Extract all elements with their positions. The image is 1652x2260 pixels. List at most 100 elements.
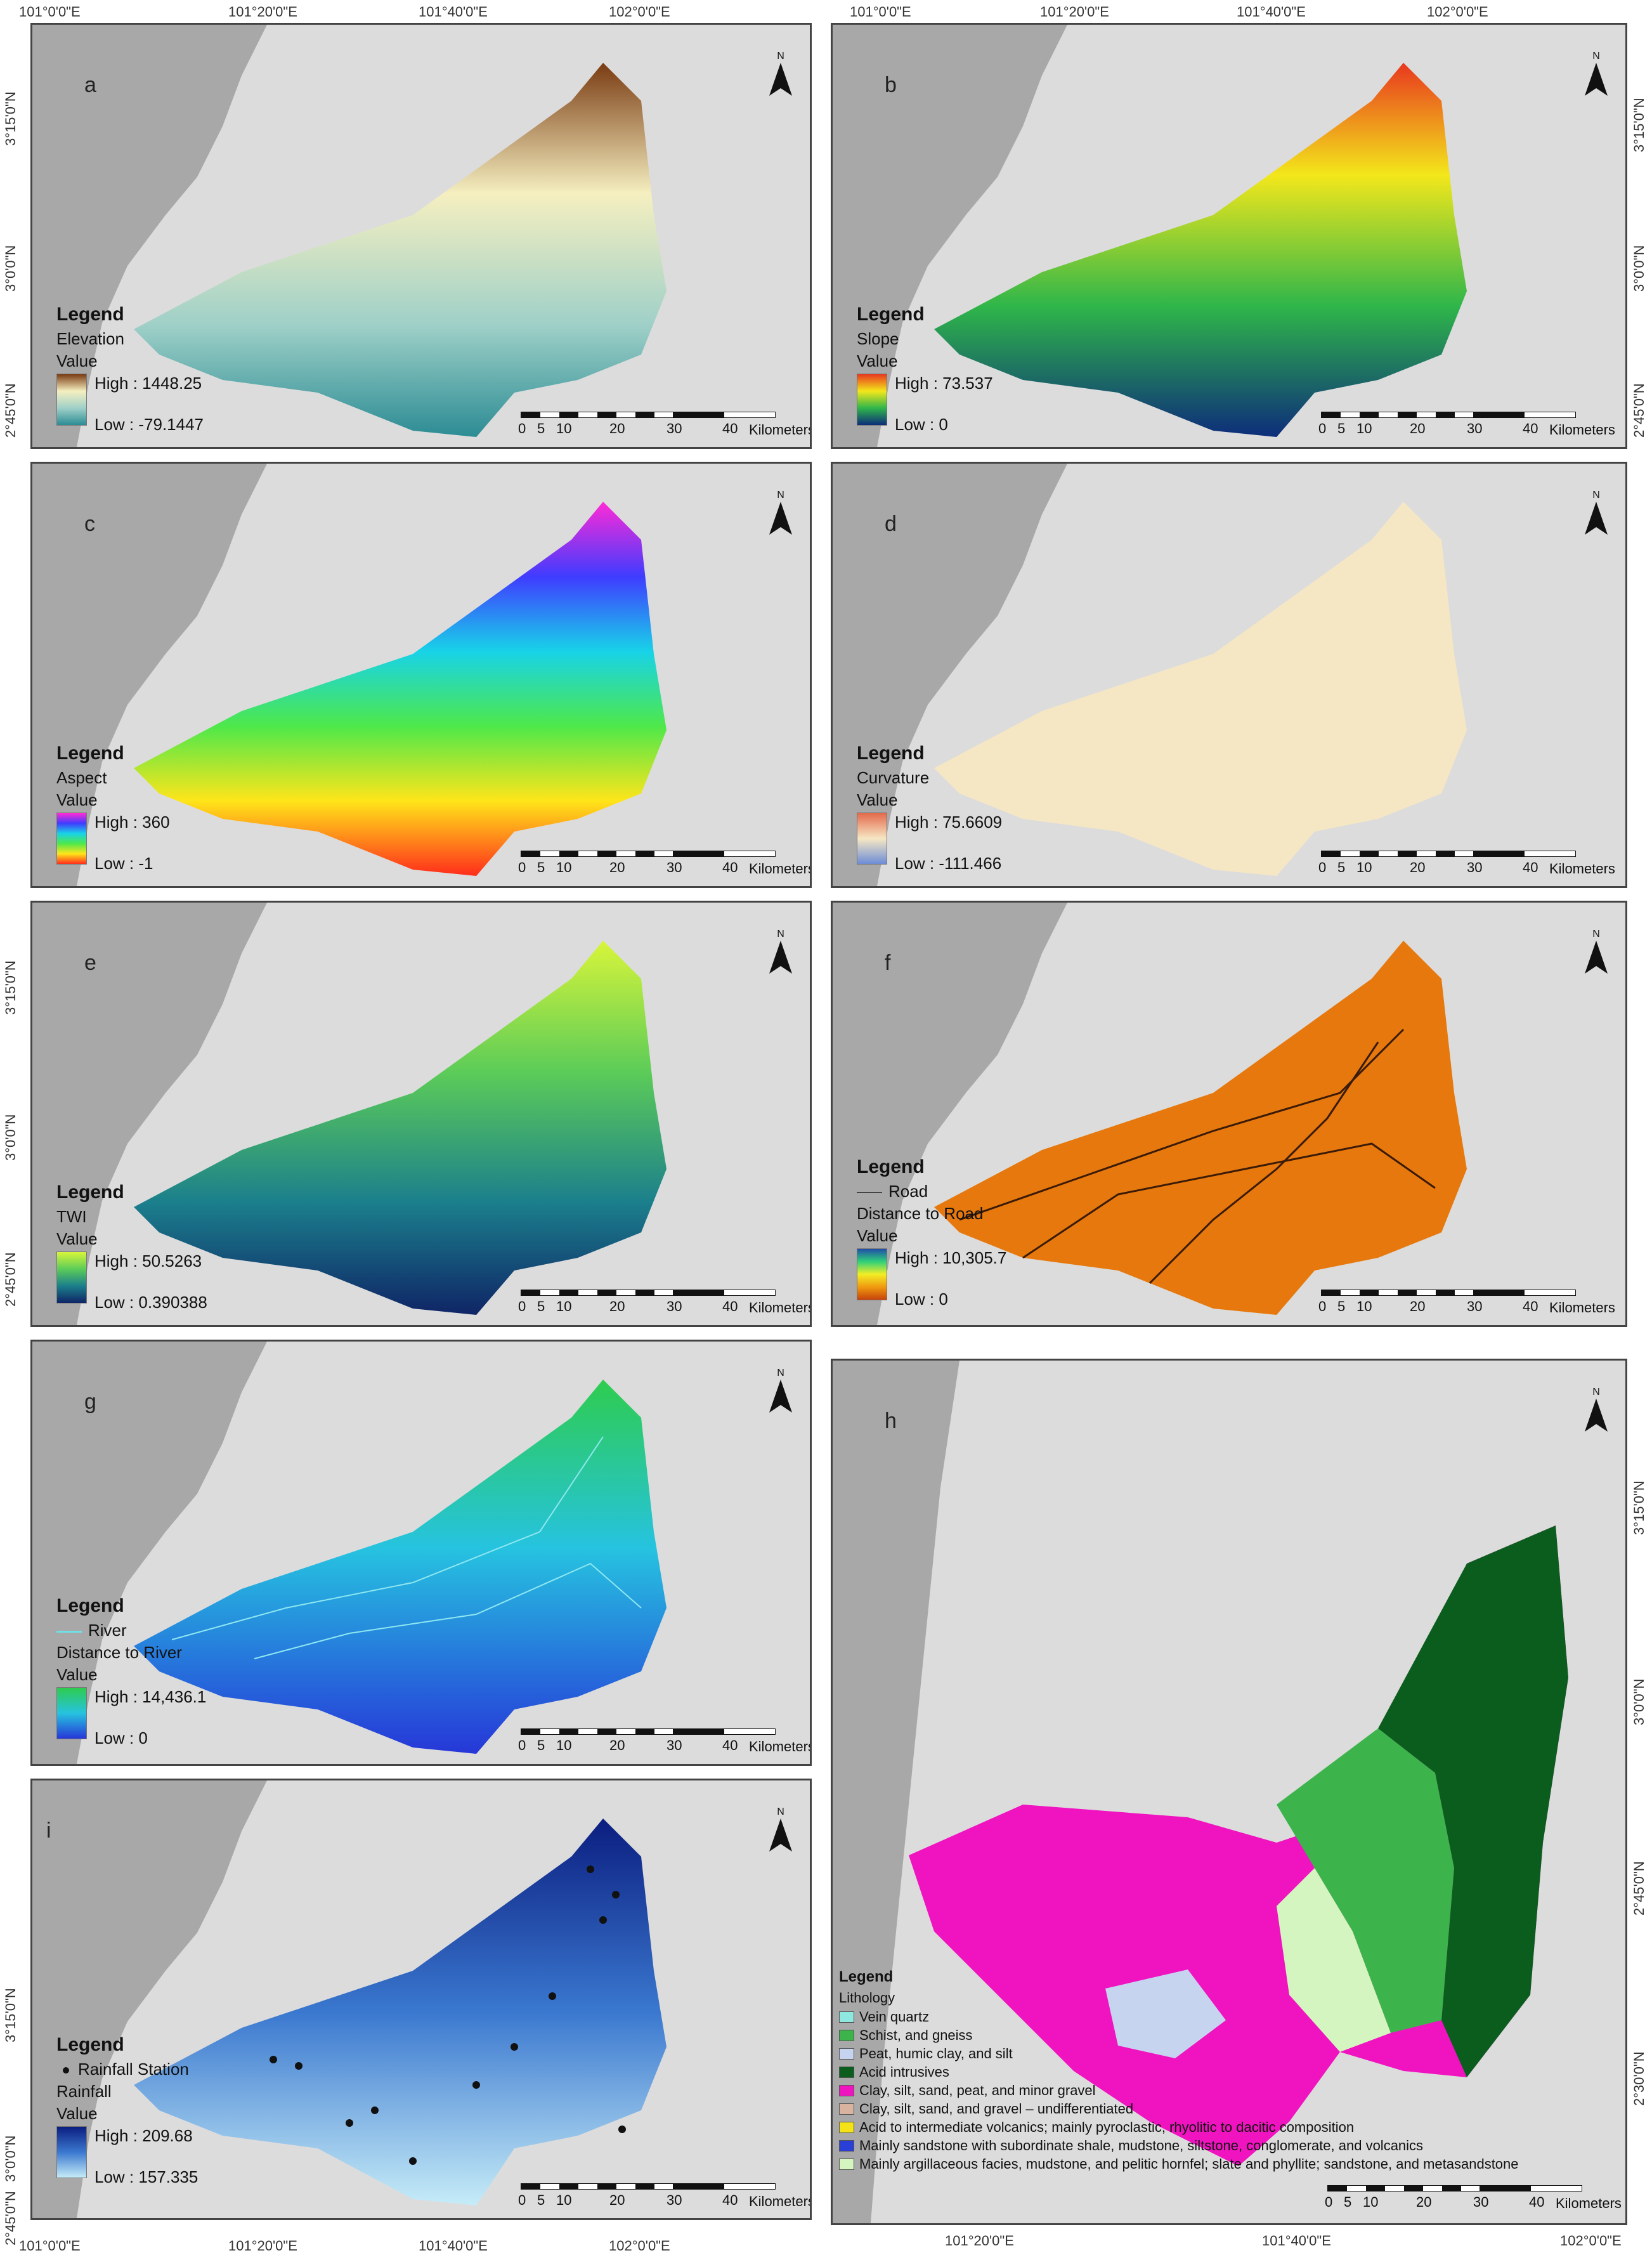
panel-label: c bbox=[84, 512, 95, 536]
north-arrow-icon: N bbox=[769, 51, 792, 96]
lon-label: 101°20'0"E bbox=[228, 4, 297, 20]
lon-label: 101°0'0"E bbox=[850, 4, 911, 20]
lithology-class-label: Mainly sandstone with subordinate shale,… bbox=[859, 2138, 1424, 2153]
lithology-class-label: Clay, silt, sand, and gravel – undiffere… bbox=[859, 2101, 1134, 2117]
map-panel-twi: e N Legend TWI Value High : 50.5263 Low … bbox=[30, 901, 812, 1327]
value-label: Value bbox=[857, 351, 898, 370]
map-panel-distance-to-road: f N Legend Road Distance to Road Value H… bbox=[831, 901, 1627, 1327]
layer-name: Curvature bbox=[857, 768, 930, 787]
value-label: Value bbox=[857, 1226, 898, 1245]
lon-label: 101°0'0"E bbox=[19, 4, 81, 20]
map-legend: Legend Curvature Value High : 75.6609 Lo… bbox=[857, 743, 1002, 873]
panel-label: b bbox=[885, 73, 897, 97]
ramp-low: Low : -1 bbox=[94, 854, 153, 873]
map-canvas bbox=[32, 464, 667, 886]
svg-text:N: N bbox=[777, 51, 784, 62]
map-canvas bbox=[833, 25, 1467, 447]
ramp-high: High : 73.537 bbox=[895, 374, 993, 393]
color-ramp bbox=[56, 1251, 87, 1303]
ramp-high: High : 10,305.7 bbox=[895, 1248, 1007, 1267]
lat-label: 3°15'0"N bbox=[1631, 98, 1647, 152]
legend-title: Legend bbox=[56, 2034, 124, 2055]
color-ramp bbox=[857, 813, 887, 865]
legend-title: Legend bbox=[56, 1182, 124, 1203]
ramp-low: Low : 0 bbox=[895, 415, 948, 434]
lithology-class: Clay, silt, sand, and gravel – undiffere… bbox=[839, 2101, 1519, 2117]
panel-label: g bbox=[84, 1390, 96, 1414]
lat-label: 3°0'0"N bbox=[3, 1114, 18, 1161]
legend-title: Legend bbox=[857, 743, 925, 764]
legend-swatch bbox=[839, 2011, 854, 2023]
legend-title: Legend bbox=[857, 1156, 925, 1177]
lithology-class: Acid intrusives bbox=[839, 2064, 1519, 2080]
ramp-low: Low : 0 bbox=[94, 1728, 148, 1747]
lon-label: 101°20'0"E bbox=[1040, 4, 1109, 20]
layer-name: Distance to Road bbox=[857, 1204, 984, 1223]
legend-swatch bbox=[839, 2122, 854, 2133]
legend-swatch bbox=[839, 2030, 854, 2041]
map-canvas bbox=[32, 1780, 667, 2218]
map-legend: Legend Elevation Value High : 1448.25 Lo… bbox=[56, 304, 204, 434]
north-arrow-icon: N bbox=[1585, 929, 1608, 974]
lithology-class: Schist, and gneiss bbox=[839, 2027, 1519, 2044]
ramp-high: High : 209.68 bbox=[94, 2126, 193, 2145]
legend-line-river: River bbox=[56, 1621, 206, 1640]
lat-label: 2°45'0"N bbox=[3, 1252, 18, 1307]
layer-name: Distance to River bbox=[56, 1643, 182, 1662]
lon-label: 101°40'0"E bbox=[419, 4, 488, 20]
north-arrow-icon: N bbox=[769, 1368, 792, 1413]
panel-label: h bbox=[885, 1409, 897, 1433]
lon-label: 101°40'0"E bbox=[1262, 2233, 1331, 2249]
legend-line-road: Road bbox=[857, 1182, 1006, 1201]
lithology-class: Clay, silt, sand, peat, and minor gravel bbox=[839, 2082, 1519, 2099]
legend-swatch bbox=[839, 2067, 854, 2078]
legend-title: Legend bbox=[857, 304, 925, 325]
color-ramp bbox=[857, 1248, 887, 1300]
value-label: Value bbox=[56, 1229, 98, 1248]
north-arrow-icon: N bbox=[1585, 51, 1608, 96]
lithology-class-label: Peat, humic clay, and silt bbox=[859, 2046, 1013, 2061]
value-label: Value bbox=[56, 790, 98, 809]
ramp-low: Low : 0 bbox=[895, 1290, 948, 1309]
layer-name: Lithology bbox=[839, 1990, 895, 2006]
color-ramp bbox=[56, 813, 87, 865]
svg-text:N: N bbox=[1592, 490, 1600, 500]
lat-label: 3°0'0"N bbox=[1631, 1678, 1647, 1725]
layer-name: Aspect bbox=[56, 768, 107, 787]
north-arrow-icon: N bbox=[1585, 1387, 1608, 1432]
svg-text:N: N bbox=[777, 1806, 784, 1817]
color-ramp bbox=[56, 2126, 87, 2178]
map-canvas bbox=[833, 1361, 1568, 2223]
lon-label: 102°0'0"E bbox=[609, 4, 670, 20]
ramp-high: High : 50.5263 bbox=[94, 1251, 202, 1270]
lon-label: 101°20'0"E bbox=[228, 2238, 297, 2254]
panel-label: f bbox=[885, 951, 891, 975]
map-panel-elevation: a N Legend Elevation Value High : 1448.2… bbox=[30, 23, 812, 449]
color-ramp bbox=[56, 374, 87, 426]
ramp-high: High : 1448.25 bbox=[94, 374, 202, 393]
lithology-class-label: Acid intrusives bbox=[859, 2064, 949, 2080]
map-canvas bbox=[833, 903, 1467, 1325]
legend-point-station: Rainfall Station bbox=[56, 2060, 198, 2079]
lithology-class-label: Mainly argillaceous facies, mudstone, an… bbox=[859, 2156, 1519, 2172]
panel-label: i bbox=[46, 1819, 51, 1843]
map-canvas bbox=[833, 464, 1467, 886]
map-panel-aspect: c N Legend Aspect Value High : 360 Low :… bbox=[30, 462, 812, 888]
color-ramp bbox=[857, 374, 887, 426]
lon-label: 102°0'0"E bbox=[1427, 4, 1488, 20]
layer-name: Rainfall bbox=[56, 2082, 112, 2101]
lat-label: 3°15'0"N bbox=[3, 91, 18, 146]
panel-label: a bbox=[84, 73, 96, 97]
ramp-low: Low : 0.390388 bbox=[94, 1293, 207, 1312]
layer-name: Slope bbox=[857, 329, 899, 348]
legend-title: Legend bbox=[56, 743, 124, 764]
value-label: Value bbox=[56, 1665, 98, 1684]
lat-label: 3°15'0"N bbox=[3, 960, 18, 1015]
legend-swatch bbox=[839, 2140, 854, 2152]
map-legend: Legend Slope Value High : 73.537 Low : 0 bbox=[857, 304, 993, 434]
